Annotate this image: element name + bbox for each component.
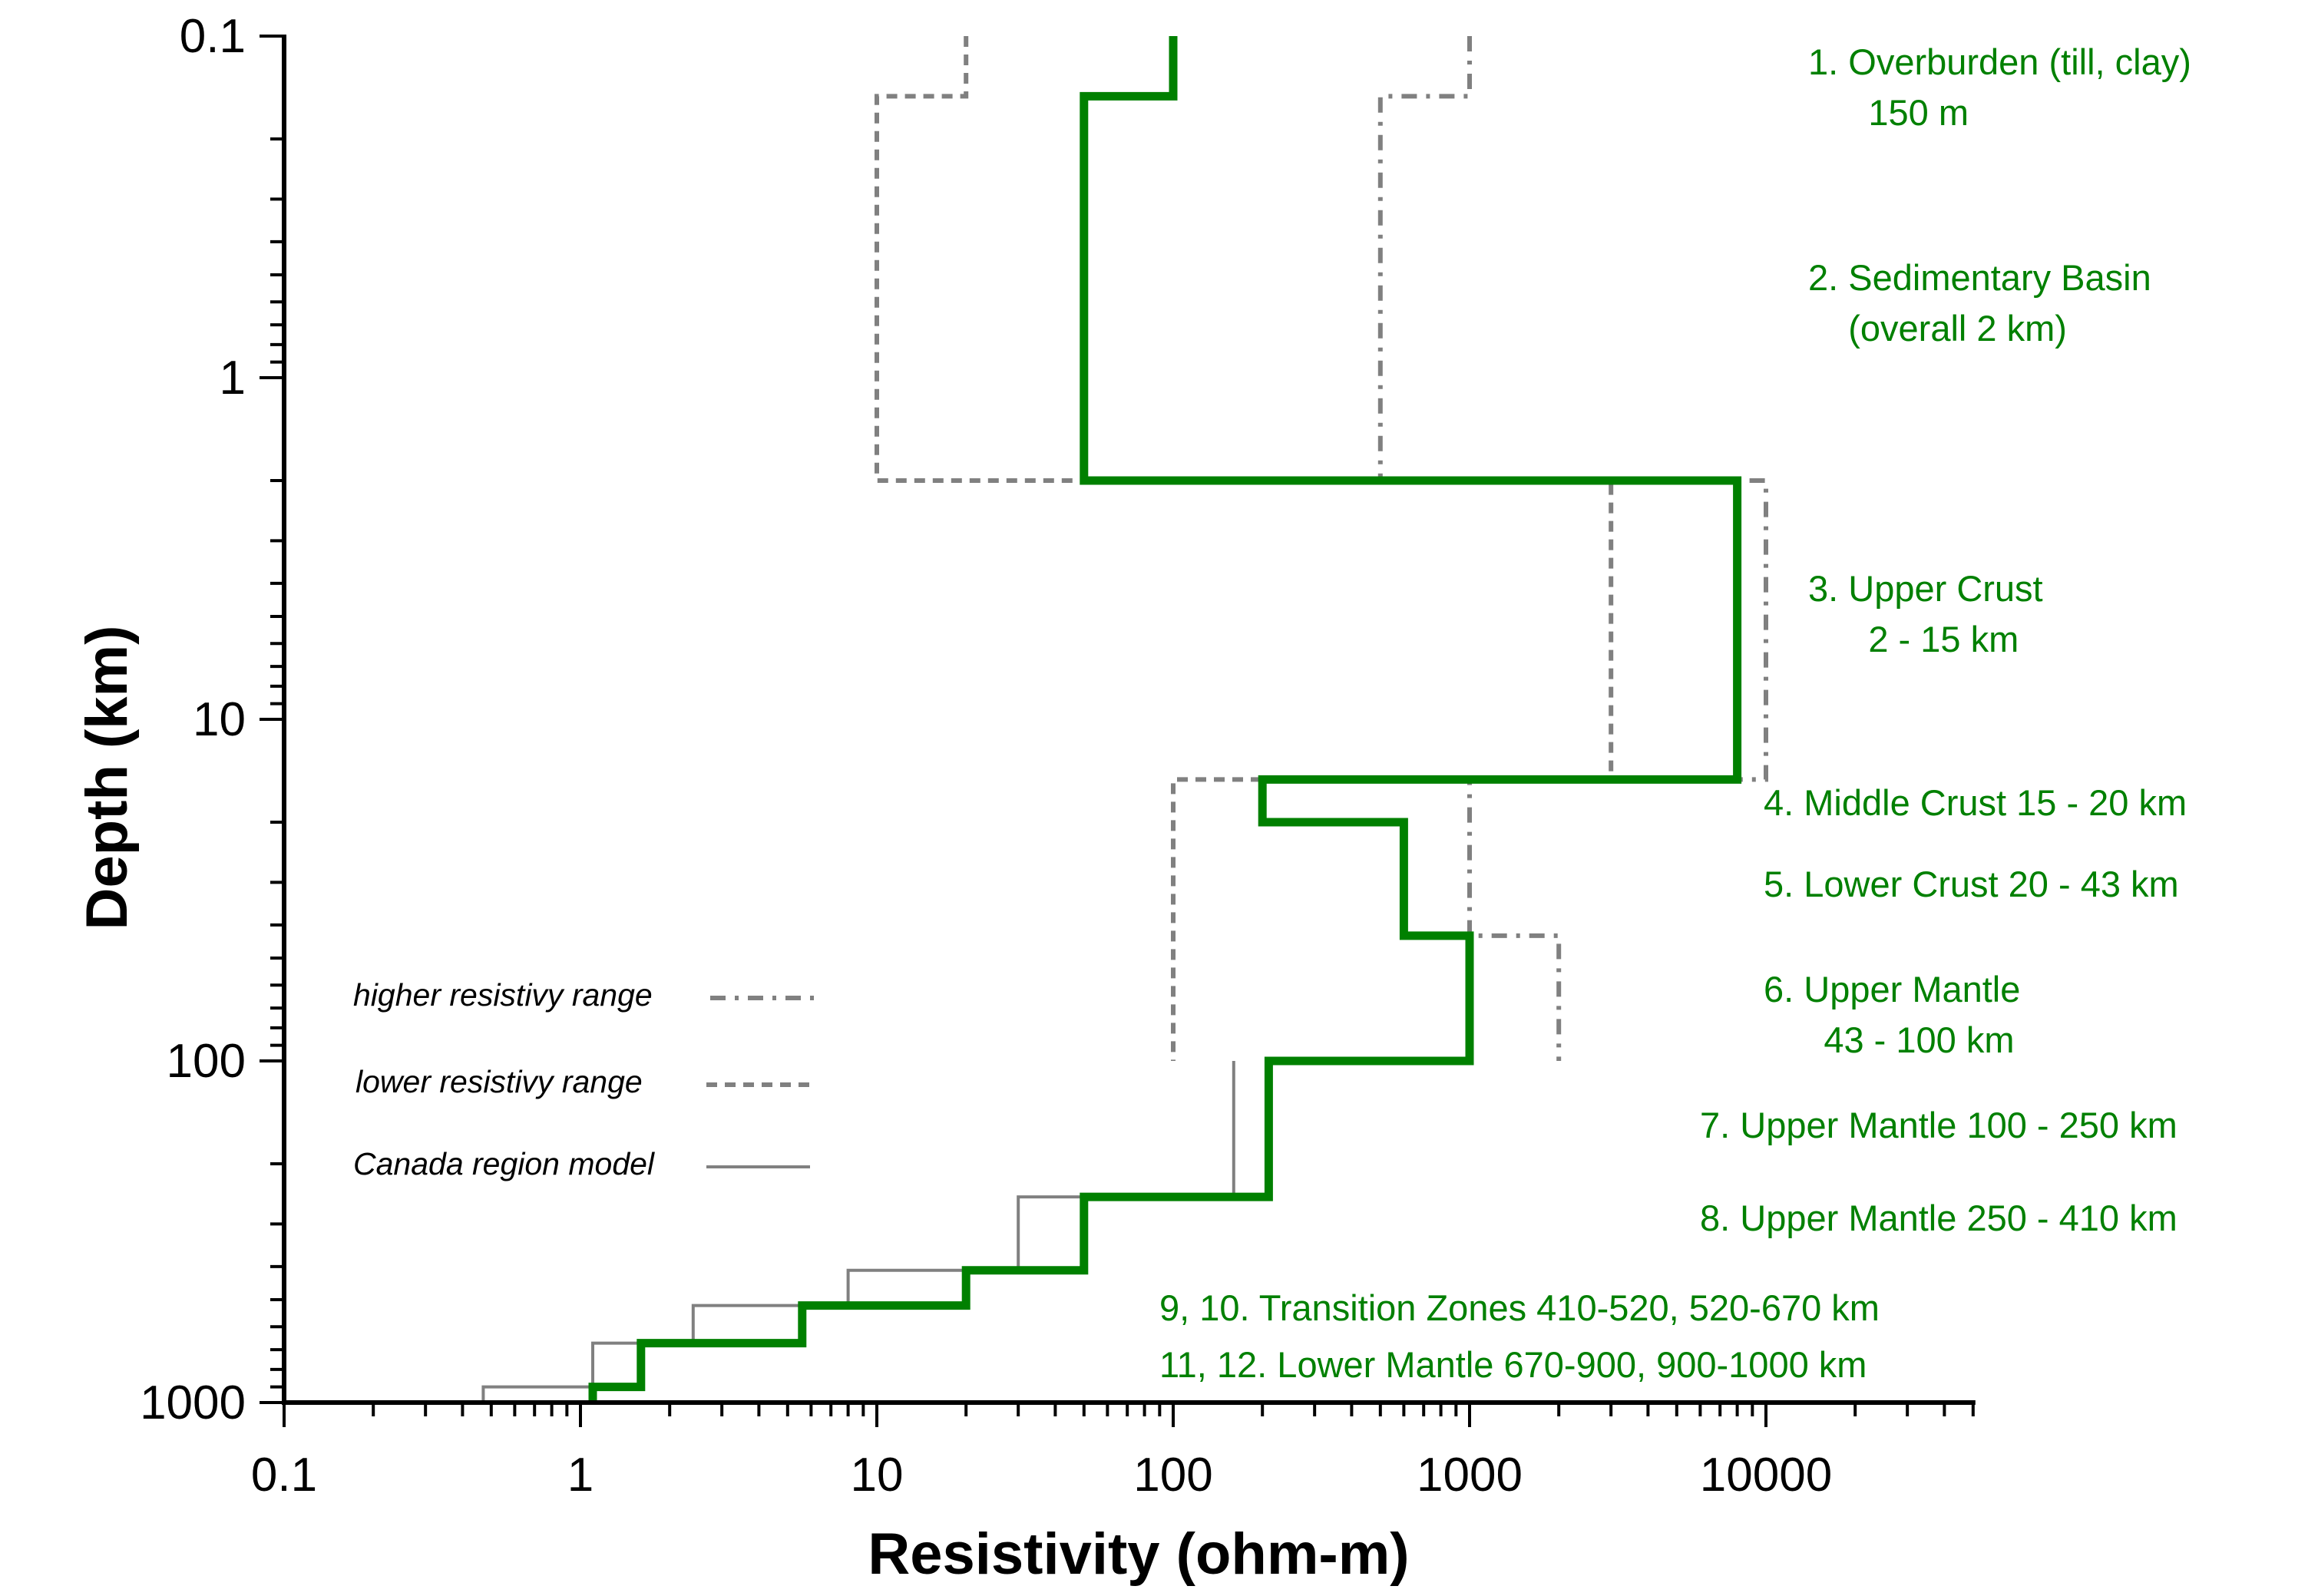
annotation-line: 5. Lower Crust 20 - 43 km <box>1764 864 2179 904</box>
layer-annotations: 1. Overburden (till, clay) 150 m 2. Sedim… <box>1159 41 2191 1385</box>
x-tick-label: 1000 <box>1417 1449 1523 1502</box>
series-lower-resistivy-range-line <box>875 36 1614 1061</box>
x-tick-label: 0.1 <box>251 1449 317 1502</box>
y-tick-label: 0.1 <box>180 10 246 63</box>
legend-label: lower resistivy range <box>355 1064 643 1099</box>
annotation-line: 3. Upper Crust <box>1808 568 2043 609</box>
annotation-line: 4. Middle Crust 15 - 20 km <box>1764 782 2187 823</box>
y-tick-label: 100 <box>167 1035 246 1088</box>
x-tick-label: 10 <box>851 1449 904 1502</box>
annotation-line: 2 - 15 km <box>1808 619 2019 659</box>
layer-annotation: 3. Upper Crust 2 - 15 km <box>1808 568 2043 659</box>
series-higher-resistivy-range-line <box>1377 36 1768 1061</box>
x-tick-label: 10000 <box>1700 1449 1832 1502</box>
y-tick-label: 1000 <box>140 1376 246 1429</box>
x-tick-label: 1 <box>567 1449 594 1502</box>
annotation-line: 8. Upper Mantle 250 - 410 km <box>1700 1198 2177 1238</box>
layer-annotation: 9, 10. Transition Zones 410-520, 520-670… <box>1159 1287 1880 1328</box>
legend: higher resistivy range lower resistivy ra… <box>353 977 822 1181</box>
layer-annotation: 1. Overburden (till, clay) 150 m <box>1808 41 2191 133</box>
layer-annotation: 6. Upper Mantle 43 - 100 km <box>1764 969 2020 1060</box>
series-main-model-line <box>588 36 1742 1403</box>
annotation-line: 43 - 100 km <box>1764 1019 2015 1060</box>
layer-annotation: 8. Upper Mantle 250 - 410 km <box>1700 1198 2177 1238</box>
legend-label: Canada region model <box>353 1146 656 1181</box>
layer-annotation: 11, 12. Lower Mantle 670-900, 900-1000 k… <box>1159 1344 1867 1385</box>
y-tick-label: 10 <box>193 693 246 746</box>
x-axis-title: Resistivity (ohm-m) <box>868 1522 1409 1587</box>
series-canada-region-model-line <box>481 1061 1235 1403</box>
annotation-line: (overall 2 km) <box>1808 308 2067 349</box>
annotation-line: 1. Overburden (till, clay) <box>1808 41 2191 82</box>
series-layer <box>481 36 1768 1403</box>
legend-label: higher resistivy range <box>353 977 653 1013</box>
annotation-line: 6. Upper Mantle <box>1764 969 2020 1009</box>
annotation-line: 7. Upper Mantle 100 - 250 km <box>1700 1105 2177 1145</box>
annotation-line: 2. Sedimentary Basin <box>1808 257 2151 298</box>
layer-annotation: 5. Lower Crust 20 - 43 km <box>1764 864 2179 904</box>
layer-annotation: 7. Upper Mantle 100 - 250 km <box>1700 1105 2177 1145</box>
layer-annotation: 4. Middle Crust 15 - 20 km <box>1764 782 2187 823</box>
y-axis-title: Depth (km) <box>74 626 140 930</box>
annotation-line: 150 m <box>1808 92 1969 133</box>
y-tick-label: 1 <box>220 352 246 405</box>
x-tick-label: 100 <box>1133 1449 1212 1502</box>
layer-annotation: 2. Sedimentary Basin (overall 2 km) <box>1808 257 2151 349</box>
annotation-line: 11, 12. Lower Mantle 670-900, 900-1000 k… <box>1159 1344 1867 1385</box>
annotation-line: 9, 10. Transition Zones 410-520, 520-670… <box>1159 1287 1880 1328</box>
